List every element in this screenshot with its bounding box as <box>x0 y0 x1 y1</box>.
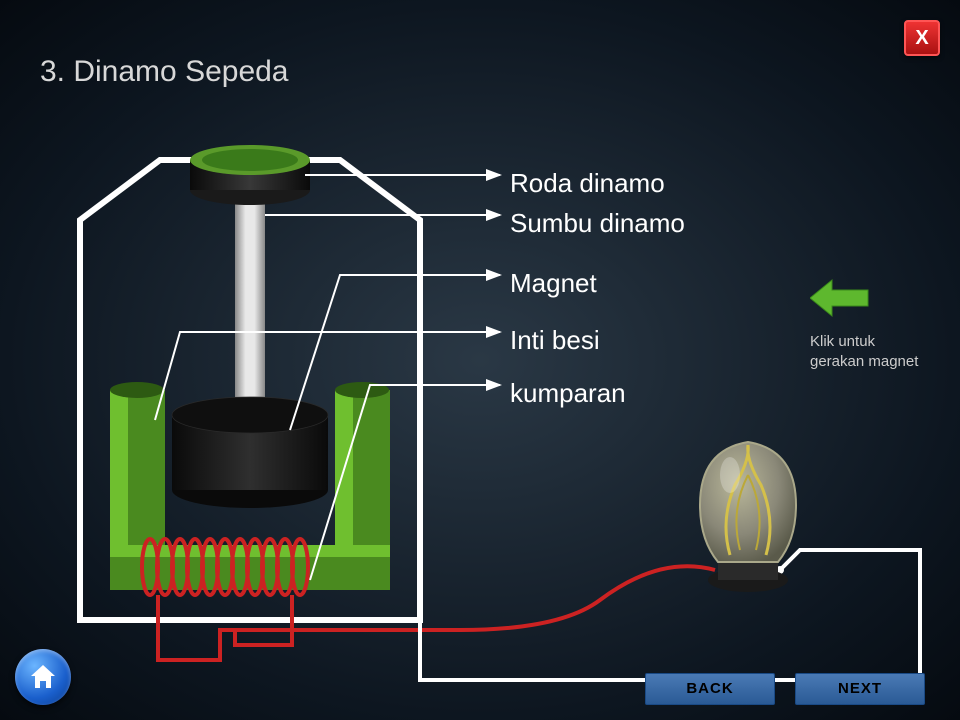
home-button[interactable] <box>15 649 71 705</box>
animate-magnet-button[interactable] <box>810 278 870 318</box>
label-sumbu: Sumbu dinamo <box>510 208 685 239</box>
dynamo-diagram <box>40 120 960 720</box>
instruction-line1: Klik untuk <box>810 333 875 350</box>
pointer-magnet <box>290 275 500 430</box>
label-roda: Roda dinamo <box>510 168 665 199</box>
label-magnet: Magnet <box>510 268 597 299</box>
close-button[interactable]: X <box>904 20 940 56</box>
home-icon <box>28 663 58 691</box>
dynamo-wheel-top-inner <box>202 149 298 171</box>
instruction-line2: gerakan magnet <box>810 353 918 370</box>
page-title: 3. Dinamo Sepeda <box>40 55 289 89</box>
next-button[interactable]: NEXT <box>795 673 925 705</box>
label-kumparan: kumparan <box>510 378 626 409</box>
label-inti: Inti besi <box>510 325 600 356</box>
iron-core-left-cap <box>110 382 164 398</box>
back-button[interactable]: BACK <box>645 673 775 705</box>
instruction-text: Klik untuk gerakan magnet <box>810 332 918 371</box>
